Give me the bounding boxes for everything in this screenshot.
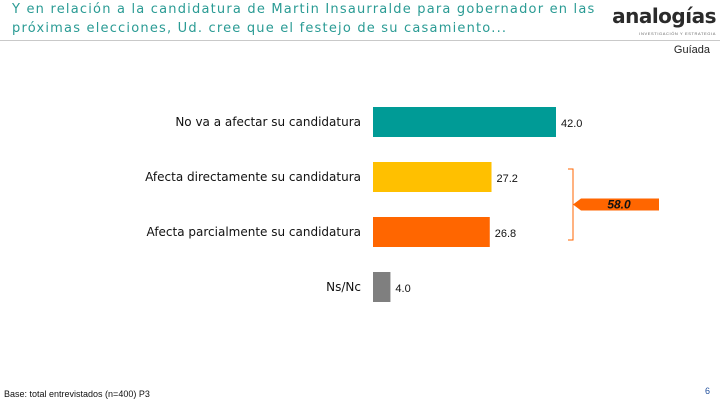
category-label-3: Ns/Nc: [326, 280, 361, 294]
page-title: Y en relación a la candidatura de Martin…: [12, 2, 596, 36]
value-label-3: 4.0: [395, 283, 410, 295]
bracket-total-label: 58.0: [607, 198, 631, 212]
header-divider: [0, 40, 720, 41]
category-label-0: No va a afectar su candidatura: [175, 115, 361, 129]
page-number: 6: [704, 386, 710, 396]
category-label-1: Afecta directamente su candidatura: [145, 170, 361, 184]
bracket-line: [568, 168, 574, 241]
base-note: Base: total entrevistados (n=400) P3: [4, 389, 150, 399]
value-label-1: 27.2: [497, 173, 518, 185]
bar-3: [373, 272, 391, 302]
logo-tagline: INVESTIGACIÓN Y ESTRATEGIA: [639, 31, 716, 36]
category-label-2: Afecta parcialmente su candidatura: [147, 225, 361, 239]
bar-0: [373, 107, 556, 137]
brand-logo: analogías INVESTIGACIÓN Y ESTRATEGIA: [612, 4, 716, 40]
bar-2: [373, 217, 490, 247]
logo-name: analogías: [612, 4, 716, 28]
question-mode: Guíada: [673, 44, 710, 56]
value-label-0: 42.0: [561, 118, 582, 130]
value-label-2: 26.8: [495, 228, 516, 240]
bracket-total-shape: [573, 198, 659, 211]
bar-1: [373, 162, 492, 192]
